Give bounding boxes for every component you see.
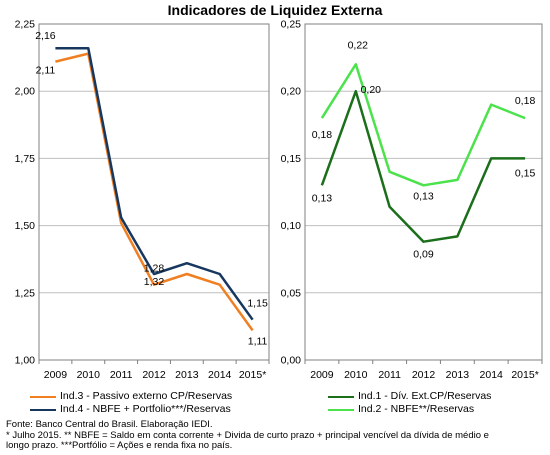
series-line-1 xyxy=(55,52,254,332)
data-label: 0,20 xyxy=(361,84,382,96)
plot-area xyxy=(304,23,543,361)
data-label: 1,32 xyxy=(144,276,165,288)
legend-label-ind1: Ind.1 - Dív. Ext.CP/Reservas xyxy=(358,390,492,402)
chart-panel-2: 0,00 0,05 0,10 0,15 0,20 0,25 2009 2010 2011 2012… xyxy=(281,19,543,381)
series-line-2 xyxy=(55,46,254,321)
x-tick-label: 2009 xyxy=(44,369,68,381)
x-tick-label: 2014 xyxy=(480,369,504,381)
data-label: 1,11 xyxy=(248,335,268,347)
y-tick-label: 0,05 xyxy=(281,287,302,299)
y-tick-label: 0,15 xyxy=(281,153,302,165)
legend-item-ind1: Ind.1 - Dív. Ext.CP/Reservas xyxy=(328,390,491,403)
chart-title: Indicadores de Liquidez Externa xyxy=(167,2,383,18)
footnote-source: Fonte: Banco Central do Brasil. Elaboraç… xyxy=(6,419,213,430)
data-label: 0,13 xyxy=(413,190,434,202)
x-tick-label: 2012 xyxy=(142,369,166,381)
y-tick-label: 1,00 xyxy=(15,355,36,367)
legend-item-ind3: Ind.3 - Passivo externo CP/Reservas xyxy=(30,390,232,403)
plot-area xyxy=(38,23,270,361)
x-tick-label: 2012 xyxy=(412,369,436,381)
legend-swatch-ind4 xyxy=(30,408,56,411)
legend-swatch-ind1 xyxy=(328,395,354,398)
chart-panel-1: 1,00 1,25 1,50 1,75 2,00 2,25 2009 2010 2011 2012… xyxy=(15,19,270,381)
x-tick-label: 2014 xyxy=(208,369,232,381)
legend-label-ind3: Ind.3 - Passivo externo CP/Reservas xyxy=(60,390,233,402)
legend-item-ind4: Ind.4 - NBFE + Portfolio***/Reservas xyxy=(30,403,232,416)
x-tick-label: 2011 xyxy=(378,369,401,381)
y-tick-label: 1,50 xyxy=(15,220,36,232)
x-tick-label: 2011 xyxy=(110,369,133,381)
legend-left: Ind.3 - Passivo externo CP/Reservas Ind.… xyxy=(30,390,232,416)
legend-swatch-ind3 xyxy=(30,395,56,398)
x-tick-label: 2010 xyxy=(77,369,101,381)
data-label: 0,22 xyxy=(348,39,369,51)
data-label: 0,09 xyxy=(413,249,434,261)
x-tick-label: 2015* xyxy=(511,369,538,381)
data-label: 1,28 xyxy=(144,263,165,275)
y-tick-label: 1,25 xyxy=(15,287,36,299)
footnote: Fonte: Banco Central do Brasil. Elaboraç… xyxy=(6,419,546,452)
data-label: 2,11 xyxy=(36,65,56,77)
data-label: 2,16 xyxy=(35,30,56,42)
data-label: 0,13 xyxy=(312,192,333,204)
series-line-2 xyxy=(320,63,526,187)
data-label: 0,18 xyxy=(312,129,333,141)
legend-swatch-ind2 xyxy=(328,408,354,411)
y-tick-label: 0,10 xyxy=(281,220,302,232)
y-tick-label: 0,00 xyxy=(281,355,302,367)
y-tick-label: 0,25 xyxy=(281,19,302,31)
x-tick-label: 2013 xyxy=(175,369,199,381)
legend-label-ind4: Ind.4 - NBFE + Portfolio***/Reservas xyxy=(60,403,231,415)
series-line-1 xyxy=(320,89,526,243)
x-tick-label: 2009 xyxy=(310,369,334,381)
footnote-notes-cont: longo prazo. ***Portfólio = Ações e rend… xyxy=(6,440,233,451)
footnote-notes: * Julho 2015. ** NBFE = Saldo em conta c… xyxy=(6,429,489,441)
data-label: 0,18 xyxy=(515,95,536,107)
x-tick-label: 2010 xyxy=(344,369,368,381)
y-tick-label: 1,75 xyxy=(15,153,36,165)
data-label: 0,15 xyxy=(515,167,536,179)
y-tick-label: 0,20 xyxy=(281,86,302,98)
y-tick-label: 2,25 xyxy=(15,19,36,31)
legend-item-ind2: Ind.2 - NBFE**/Reservas xyxy=(328,403,491,416)
legend-label-ind2: Ind.2 - NBFE**/Reservas xyxy=(358,403,475,415)
y-tick-label: 2,00 xyxy=(15,86,36,98)
x-tick-label: 2013 xyxy=(446,369,470,381)
legend-right: Ind.1 - Dív. Ext.CP/Reservas Ind.2 - NBF… xyxy=(328,390,491,416)
x-tick-label: 2015* xyxy=(239,369,266,381)
data-label: 1,15 xyxy=(247,298,268,310)
